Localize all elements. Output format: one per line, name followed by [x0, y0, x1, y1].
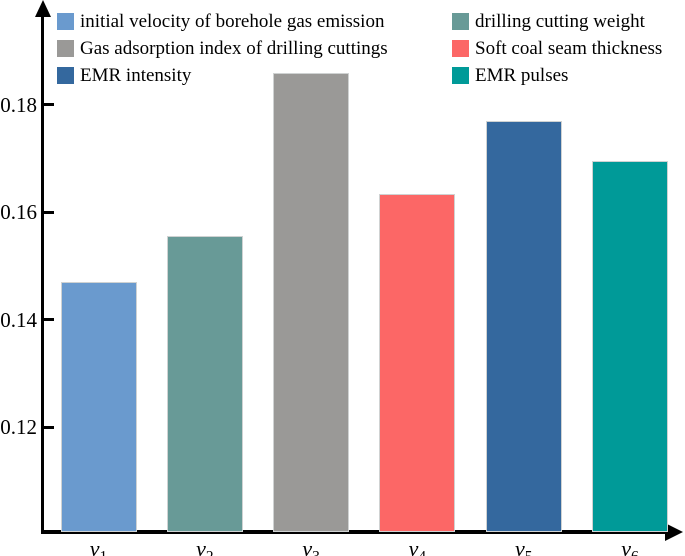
legend-swatch-icon: [57, 40, 74, 57]
y-axis-arrow-icon: [35, 0, 51, 17]
bar-v1: [60, 282, 137, 532]
y-axis-tick: [44, 210, 54, 214]
legend-item: drilling cutting weight: [452, 8, 662, 35]
y-axis-tick: [44, 318, 54, 322]
x-axis-tick-label-v4: v4: [408, 536, 426, 556]
legend-swatch-icon: [57, 67, 74, 84]
y-axis-tick-label: 0.14: [0, 307, 37, 332]
y-axis-tick: [44, 103, 54, 107]
y-axis-tick-label: 0.12: [0, 415, 37, 439]
x-axis-tick-label-v1: v1: [89, 536, 107, 556]
legend-item: initial velocity of borehole gas emissio…: [57, 8, 388, 35]
y-axis-line: [41, 10, 44, 533]
y-axis-tick-label: 0.18: [0, 92, 37, 117]
legend-swatch-icon: [57, 13, 74, 30]
legend-item: Soft coal seam thickness: [452, 35, 662, 62]
legend-swatch-icon: [452, 67, 469, 84]
legend-item-label: Gas adsorption index of drilling cutting…: [80, 37, 388, 59]
legend-item-label: initial velocity of borehole gas emissio…: [80, 10, 385, 32]
legend-item: EMR intensity: [57, 62, 388, 89]
x-axis-tick-label-v3: v3: [302, 536, 319, 556]
legend-item-label: drilling cutting weight: [475, 10, 645, 32]
x-axis-arrow-icon: [665, 523, 683, 541]
bar-v4: [379, 193, 456, 532]
x-axis-tick-label-v6: v6: [621, 536, 638, 556]
x-axis-tick-label-v5: v5: [514, 536, 532, 556]
x-axis-line: [41, 530, 667, 534]
legend-swatch-icon: [452, 13, 469, 30]
bar-v3: [273, 72, 350, 532]
bar-v2: [166, 236, 243, 532]
x-axis-tick-label-v2: v2: [196, 536, 213, 556]
legend-item-label: EMR pulses: [475, 64, 569, 86]
y-axis-tick-label: 0.16: [0, 200, 37, 225]
legend-column-right: drilling cutting weight Soft coal seam th…: [452, 8, 662, 89]
legend-item-label: EMR intensity: [80, 64, 192, 86]
bar-v5: [485, 121, 562, 532]
y-axis-tick: [44, 425, 54, 429]
legend-item-label: Soft coal seam thickness: [475, 37, 663, 59]
legend-item: Gas adsorption index of drilling cutting…: [57, 35, 388, 62]
legend-swatch-icon: [452, 40, 469, 57]
bar-v6: [592, 161, 668, 532]
legend-item: EMR pulses: [452, 62, 662, 89]
legend-column-left: initial velocity of borehole gas emissio…: [57, 8, 388, 89]
